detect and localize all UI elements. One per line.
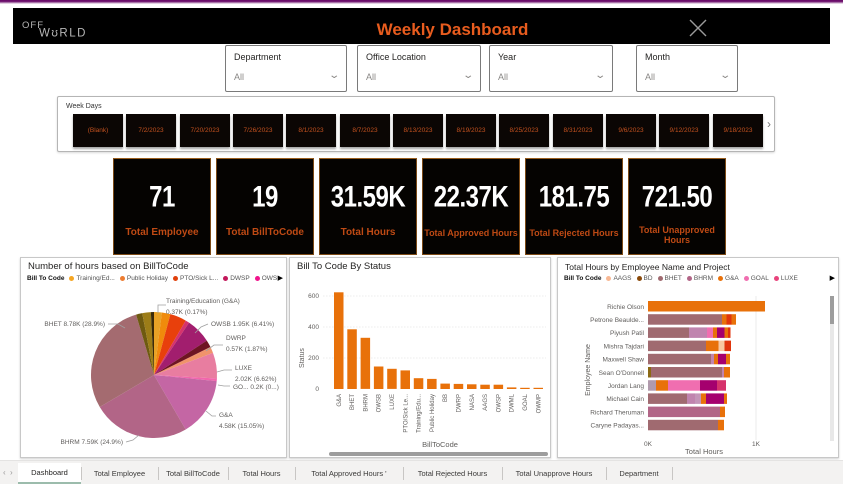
svg-text:GO... 0.2K (0...): GO... 0.2K (0...) bbox=[233, 384, 279, 391]
svg-text:2.02K (6.62%): 2.02K (6.62%) bbox=[235, 376, 277, 383]
svg-text:LUXE: LUXE bbox=[390, 394, 396, 410]
svg-text:OWSB: OWSB bbox=[377, 394, 383, 412]
svg-text:BHRM: BHRM bbox=[363, 394, 369, 412]
svg-text:BHET 8.78K (28.9%): BHET 8.78K (28.9%) bbox=[44, 321, 105, 328]
svg-text:OFF: OFF bbox=[22, 20, 44, 31]
svg-text:Maxwell Shaw: Maxwell Shaw bbox=[602, 357, 644, 364]
svg-text:0K: 0K bbox=[644, 441, 653, 448]
svg-text:Piyush Patil: Piyush Patil bbox=[610, 330, 645, 337]
svg-text:Public Holiday: Public Holiday bbox=[430, 394, 436, 432]
svg-text:BHRM 7.59K (24.9%): BHRM 7.59K (24.9%) bbox=[61, 439, 124, 446]
svg-text:Richie Olson: Richie Olson bbox=[607, 304, 644, 311]
svg-text:400: 400 bbox=[308, 324, 319, 331]
svg-text:Training/Education (G&A): Training/Education (G&A) bbox=[166, 298, 240, 305]
svg-text:Michael Cain: Michael Cain bbox=[606, 396, 644, 403]
svg-text:Sean O'Donnell: Sean O'Donnell bbox=[599, 370, 645, 377]
svg-text:200: 200 bbox=[308, 355, 319, 362]
svg-text:GOAL: GOAL bbox=[523, 393, 529, 410]
svg-text:BillToCode: BillToCode bbox=[422, 440, 458, 449]
svg-text:0: 0 bbox=[315, 386, 319, 393]
svg-text:Mishra Tajdari: Mishra Tajdari bbox=[604, 343, 644, 350]
svg-text:BHET: BHET bbox=[350, 394, 356, 410]
svg-text:G&A: G&A bbox=[337, 394, 343, 407]
svg-text:4.58K (15.05%): 4.58K (15.05%) bbox=[219, 423, 264, 430]
svg-text:1K: 1K bbox=[752, 441, 761, 448]
svg-text:Petrone Beaulde...: Petrone Beaulde... bbox=[590, 317, 644, 324]
svg-text:WʊRLD: WʊRLD bbox=[39, 28, 87, 40]
svg-text:Status: Status bbox=[299, 348, 306, 368]
svg-text:Total Hours: Total Hours bbox=[685, 447, 723, 456]
svg-text:DWML: DWML bbox=[510, 393, 516, 412]
svg-text:BB: BB bbox=[443, 394, 449, 402]
svg-text:Richard Theruman: Richard Theruman bbox=[590, 409, 644, 416]
svg-text:G&A: G&A bbox=[219, 412, 233, 419]
svg-text:Employee Name: Employee Name bbox=[585, 344, 592, 396]
svg-text:OWMP: OWMP bbox=[536, 394, 542, 413]
svg-text:0.57K (1.87%): 0.57K (1.87%) bbox=[226, 346, 268, 353]
svg-text:Training/Edu...: Training/Edu... bbox=[417, 394, 423, 433]
svg-text:OWSB 1.95K (6.41%): OWSB 1.95K (6.41%) bbox=[211, 321, 274, 328]
svg-text:NASA: NASA bbox=[470, 394, 476, 410]
svg-text:DWRP: DWRP bbox=[456, 394, 462, 412]
svg-text:Caryne Padayas...: Caryne Padayas... bbox=[591, 423, 645, 430]
svg-text:600: 600 bbox=[308, 293, 319, 300]
svg-text:LUXE: LUXE bbox=[235, 365, 253, 372]
svg-text:OWSP: OWSP bbox=[496, 394, 502, 412]
svg-text:PTO/Sick Le...: PTO/Sick Le... bbox=[403, 394, 409, 433]
svg-text:DWRP: DWRP bbox=[226, 335, 246, 342]
svg-text:0.37K (0.17%): 0.37K (0.17%) bbox=[166, 309, 208, 316]
svg-text:AAGS: AAGS bbox=[483, 394, 489, 411]
svg-text:Jordan Lang: Jordan Lang bbox=[608, 383, 645, 390]
